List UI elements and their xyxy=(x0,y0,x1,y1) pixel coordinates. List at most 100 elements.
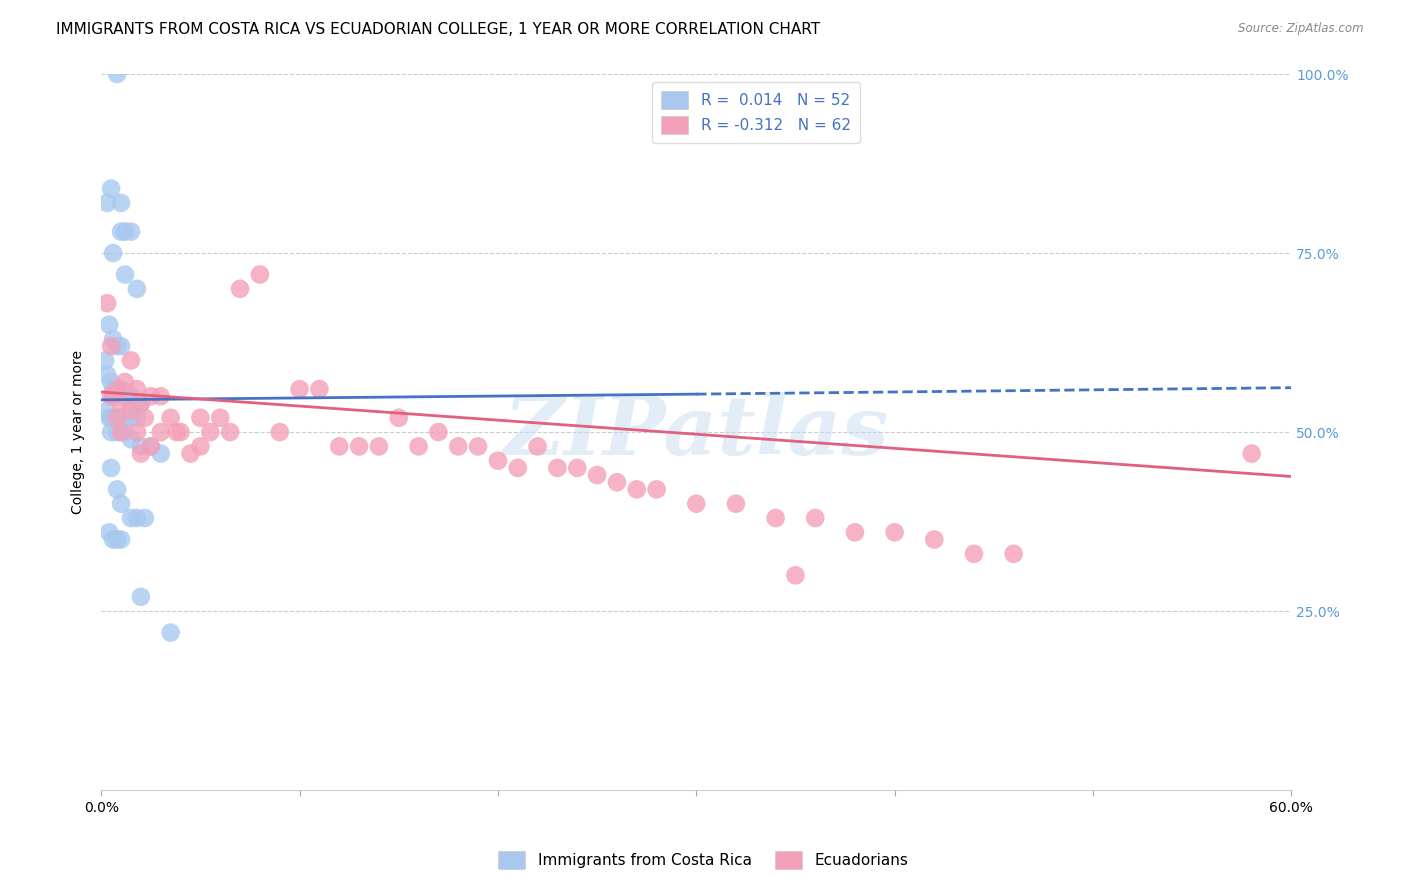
Point xyxy=(120,389,142,403)
Point xyxy=(120,353,142,368)
Point xyxy=(308,382,330,396)
Point xyxy=(139,439,162,453)
Point xyxy=(98,410,121,425)
Point xyxy=(120,225,142,239)
Point xyxy=(125,282,148,296)
Point xyxy=(129,396,152,410)
Point xyxy=(139,389,162,403)
Point xyxy=(110,425,132,439)
Text: IMMIGRANTS FROM COSTA RICA VS ECUADORIAN COLLEGE, 1 YEAR OR MORE CORRELATION CHA: IMMIGRANTS FROM COSTA RICA VS ECUADORIAN… xyxy=(56,22,820,37)
Point xyxy=(96,403,118,417)
Legend: R =  0.014   N = 52, R = -0.312   N = 62: R = 0.014 N = 52, R = -0.312 N = 62 xyxy=(652,82,860,144)
Point xyxy=(129,590,152,604)
Point xyxy=(190,410,212,425)
Point xyxy=(125,410,148,425)
Y-axis label: College, 1 year or more: College, 1 year or more xyxy=(72,350,86,514)
Point xyxy=(100,410,122,425)
Point xyxy=(269,425,291,439)
Point xyxy=(105,382,128,396)
Point xyxy=(101,246,124,260)
Point xyxy=(586,468,609,483)
Point xyxy=(100,339,122,353)
Point xyxy=(105,483,128,497)
Point xyxy=(101,332,124,346)
Point xyxy=(125,382,148,396)
Point xyxy=(288,382,311,396)
Point xyxy=(1002,547,1025,561)
Point xyxy=(100,389,122,403)
Point xyxy=(626,483,648,497)
Legend: Immigrants from Costa Rica, Ecuadorians: Immigrants from Costa Rica, Ecuadorians xyxy=(492,845,914,875)
Point xyxy=(110,533,132,547)
Point xyxy=(100,461,122,475)
Point xyxy=(447,439,470,453)
Point xyxy=(105,67,128,81)
Point xyxy=(166,425,188,439)
Point xyxy=(883,525,905,540)
Point xyxy=(129,396,152,410)
Point xyxy=(96,195,118,210)
Point xyxy=(120,432,142,446)
Point xyxy=(179,446,201,460)
Point xyxy=(134,511,156,525)
Point xyxy=(249,268,271,282)
Point xyxy=(724,497,747,511)
Point xyxy=(645,483,668,497)
Point xyxy=(110,382,132,396)
Point xyxy=(120,410,142,425)
Point xyxy=(105,382,128,396)
Point xyxy=(125,425,148,439)
Point xyxy=(209,410,232,425)
Point xyxy=(125,396,148,410)
Point xyxy=(94,353,117,368)
Point xyxy=(567,461,589,475)
Point xyxy=(526,439,548,453)
Point xyxy=(104,410,127,425)
Point xyxy=(200,425,222,439)
Point xyxy=(110,339,132,353)
Point xyxy=(114,225,136,239)
Point xyxy=(408,439,430,453)
Point xyxy=(110,195,132,210)
Point xyxy=(467,439,489,453)
Point xyxy=(129,439,152,453)
Point xyxy=(105,410,128,425)
Point xyxy=(785,568,807,582)
Point xyxy=(114,425,136,439)
Point xyxy=(844,525,866,540)
Point xyxy=(765,511,787,525)
Point xyxy=(98,525,121,540)
Point xyxy=(169,425,191,439)
Point xyxy=(606,475,628,490)
Point xyxy=(963,547,986,561)
Point xyxy=(101,389,124,403)
Point xyxy=(134,410,156,425)
Point xyxy=(115,410,138,425)
Point xyxy=(159,410,181,425)
Point xyxy=(101,382,124,396)
Point xyxy=(100,181,122,195)
Point xyxy=(229,282,252,296)
Point xyxy=(110,396,132,410)
Point xyxy=(110,425,132,439)
Point xyxy=(120,403,142,417)
Point xyxy=(120,511,142,525)
Point xyxy=(110,225,132,239)
Point xyxy=(328,439,350,453)
Point xyxy=(129,446,152,460)
Point xyxy=(114,268,136,282)
Point xyxy=(486,454,509,468)
Point xyxy=(347,439,370,453)
Point xyxy=(105,339,128,353)
Point xyxy=(110,497,132,511)
Point xyxy=(100,375,122,389)
Point xyxy=(159,625,181,640)
Point xyxy=(219,425,242,439)
Point xyxy=(367,439,389,453)
Text: Source: ZipAtlas.com: Source: ZipAtlas.com xyxy=(1239,22,1364,36)
Text: ZIPatlas: ZIPatlas xyxy=(503,392,889,472)
Point xyxy=(96,296,118,310)
Point xyxy=(139,439,162,453)
Point xyxy=(96,368,118,382)
Point xyxy=(388,410,411,425)
